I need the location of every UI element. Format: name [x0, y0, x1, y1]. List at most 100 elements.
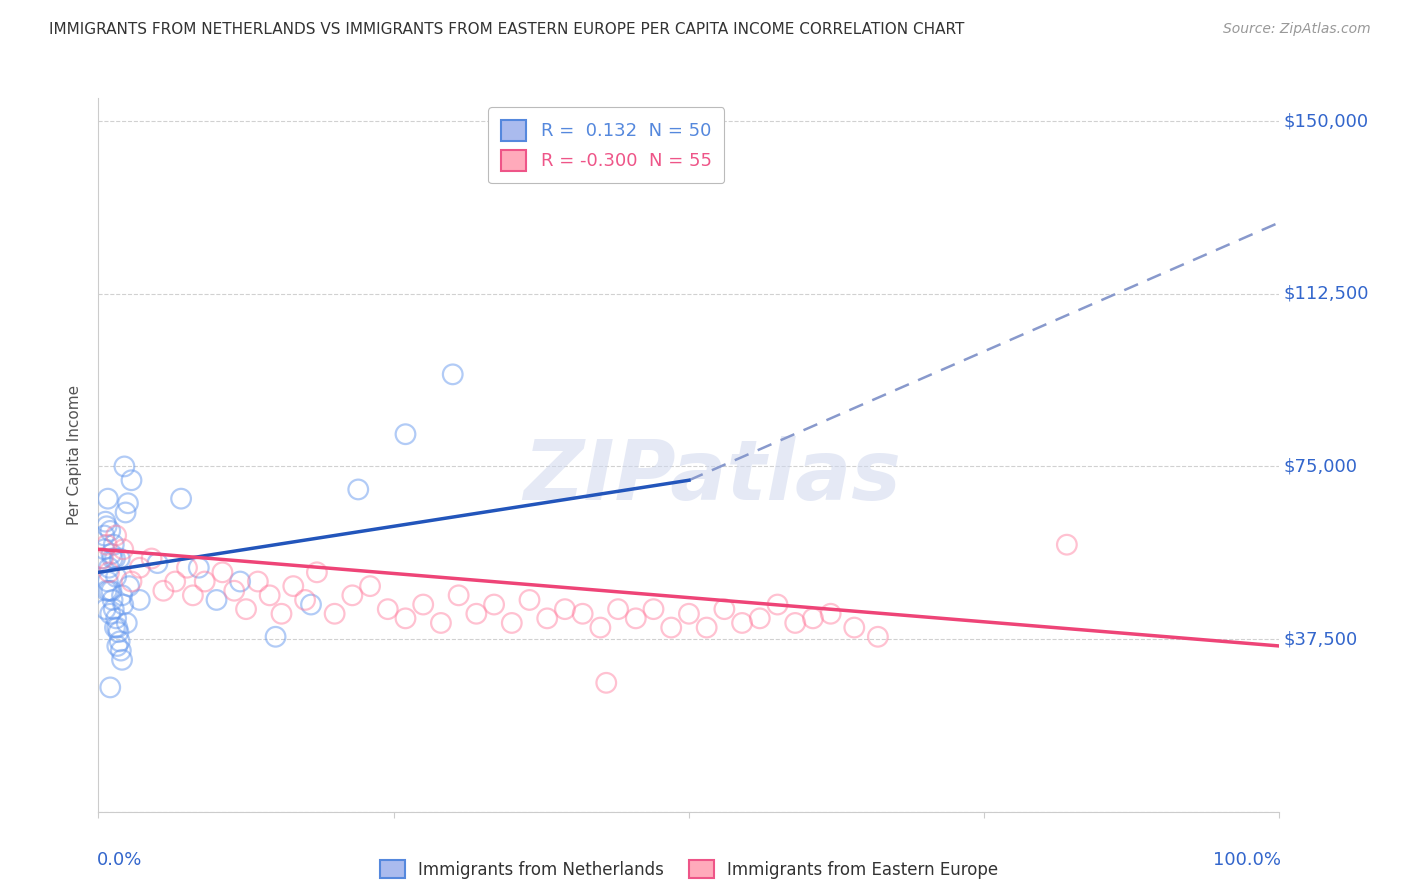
Point: [112, 598, 135, 612]
Point: [205, 593, 228, 607]
Point: [141, 551, 163, 566]
Point: [246, 574, 269, 589]
Point: [111, 588, 134, 602]
Point: [107, 625, 129, 640]
Point: [105, 611, 128, 625]
Point: [128, 593, 150, 607]
Point: [235, 602, 257, 616]
Point: [101, 593, 124, 607]
Point: [713, 602, 735, 616]
Point: [211, 566, 233, 580]
Text: 0.0%: 0.0%: [97, 851, 142, 869]
Point: [678, 607, 700, 621]
Point: [98, 524, 121, 538]
Point: [194, 574, 217, 589]
Point: [96, 538, 118, 552]
Point: [96, 583, 118, 598]
Point: [165, 574, 187, 589]
Point: [430, 615, 453, 630]
Point: [801, 611, 824, 625]
Point: [98, 583, 121, 598]
Point: [359, 579, 381, 593]
Point: [128, 560, 150, 574]
Point: [100, 547, 122, 561]
Y-axis label: Per Capita Income: Per Capita Income: [66, 384, 82, 525]
Point: [820, 607, 842, 621]
Point: [731, 615, 754, 630]
Point: [482, 598, 505, 612]
Point: [96, 519, 118, 533]
Point: [108, 551, 131, 566]
Point: [536, 611, 558, 625]
Point: [229, 574, 252, 589]
Point: [294, 593, 316, 607]
Text: Source: ZipAtlas.com: Source: ZipAtlas.com: [1223, 22, 1371, 37]
Point: [98, 566, 121, 580]
Point: [117, 496, 139, 510]
Point: [98, 560, 121, 574]
Point: [108, 634, 131, 648]
Point: [696, 621, 718, 635]
Point: [118, 579, 141, 593]
Point: [394, 427, 416, 442]
Point: [844, 621, 866, 635]
Point: [270, 607, 292, 621]
Point: [105, 570, 128, 584]
Point: [181, 588, 204, 602]
Text: $37,500: $37,500: [1284, 630, 1357, 648]
Point: [94, 602, 117, 616]
Point: [643, 602, 665, 616]
Point: [412, 598, 434, 612]
Point: [103, 538, 125, 552]
Point: [105, 639, 128, 653]
Point: [501, 615, 523, 630]
Point: [112, 459, 135, 474]
Point: [112, 542, 135, 557]
Point: [101, 551, 124, 566]
Point: [115, 615, 138, 630]
Point: [170, 491, 193, 506]
Point: [105, 621, 128, 635]
Point: [748, 611, 770, 625]
Point: [103, 602, 125, 616]
Point: [97, 491, 120, 506]
Text: $112,500: $112,500: [1284, 285, 1368, 302]
Point: [323, 607, 346, 621]
Text: IMMIGRANTS FROM NETHERLANDS VS IMMIGRANTS FROM EASTERN EUROPE PER CAPITA INCOME : IMMIGRANTS FROM NETHERLANDS VS IMMIGRANT…: [49, 22, 965, 37]
Point: [347, 483, 370, 497]
Point: [98, 681, 121, 695]
Point: [519, 593, 541, 607]
Point: [394, 611, 416, 625]
Text: $75,000: $75,000: [1284, 458, 1357, 475]
Point: [97, 574, 120, 589]
Point: [659, 621, 682, 635]
Point: [121, 473, 143, 487]
Text: 100.0%: 100.0%: [1212, 851, 1281, 869]
Point: [342, 588, 364, 602]
Point: [441, 368, 464, 382]
Point: [176, 560, 198, 574]
Point: [595, 675, 617, 690]
Point: [114, 506, 136, 520]
Point: [224, 583, 246, 598]
Point: [111, 653, 134, 667]
Point: [447, 588, 470, 602]
Point: [624, 611, 647, 625]
Point: [766, 598, 789, 612]
Point: [866, 630, 889, 644]
Legend: Immigrants from Netherlands, Immigrants from Eastern Europe: Immigrants from Netherlands, Immigrants …: [373, 854, 1005, 886]
Point: [105, 528, 128, 542]
Point: [104, 551, 127, 566]
Point: [305, 566, 328, 580]
Point: [146, 556, 169, 570]
Point: [554, 602, 576, 616]
Point: [98, 607, 121, 621]
Point: [589, 621, 612, 635]
Point: [465, 607, 488, 621]
Point: [110, 643, 132, 657]
Point: [571, 607, 593, 621]
Text: ZIPatlas: ZIPatlas: [523, 436, 901, 516]
Point: [264, 630, 287, 644]
Point: [93, 528, 115, 542]
Point: [152, 583, 174, 598]
